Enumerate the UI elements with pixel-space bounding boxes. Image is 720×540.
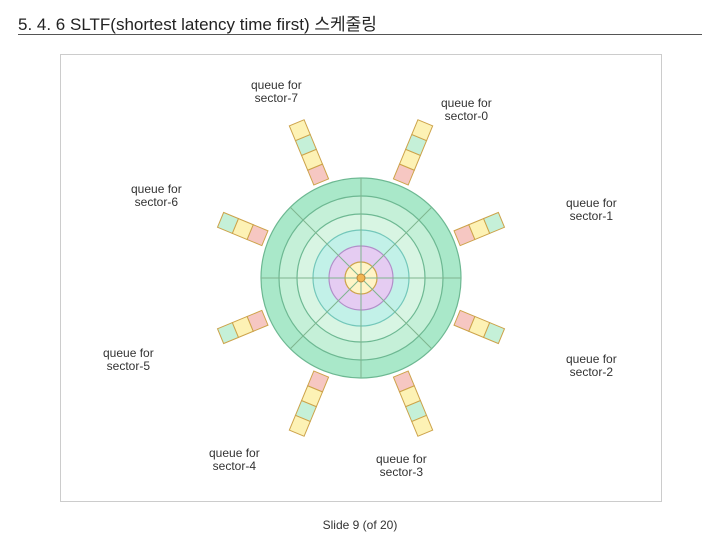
slide-footer: Slide 9 (of 20) bbox=[0, 518, 720, 532]
queue-label-line1: queue for bbox=[566, 352, 617, 366]
queue-label-line2: sector-3 bbox=[380, 465, 423, 479]
queue-label-line1: queue for bbox=[251, 78, 302, 92]
queue-sector-3 bbox=[393, 371, 432, 436]
diagram-frame: queue forsector-0queue forsector-1queue … bbox=[60, 54, 662, 502]
queue-label-sector-0: queue forsector-0 bbox=[441, 97, 492, 123]
queue-label-line2: sector-5 bbox=[107, 359, 150, 373]
queue-label-sector-7: queue forsector-7 bbox=[251, 79, 302, 105]
disk-diagram bbox=[61, 55, 661, 501]
disk-center bbox=[357, 274, 365, 282]
queue-label-line1: queue for bbox=[376, 452, 427, 466]
title-underline bbox=[18, 34, 702, 35]
queue-label-sector-2: queue forsector-2 bbox=[566, 353, 617, 379]
queue-label-line1: queue for bbox=[103, 346, 154, 360]
queue-label-line2: sector-6 bbox=[135, 195, 178, 209]
queue-label-sector-6: queue forsector-6 bbox=[131, 183, 182, 209]
queue-label-sector-1: queue forsector-1 bbox=[566, 197, 617, 223]
page-title: 5. 4. 6 SLTF(shortest latency time first… bbox=[18, 10, 377, 35]
queue-label-sector-3: queue forsector-3 bbox=[376, 453, 427, 479]
queue-label-line1: queue for bbox=[566, 196, 617, 210]
queue-sector-4 bbox=[289, 371, 328, 436]
queue-sector-5 bbox=[218, 310, 268, 343]
queue-label-line2: sector-0 bbox=[445, 109, 488, 123]
queue-label-line2: sector-7 bbox=[255, 91, 298, 105]
queue-label-line1: queue for bbox=[131, 182, 182, 196]
queue-sector-7 bbox=[289, 120, 328, 185]
queue-label-line2: sector-4 bbox=[213, 459, 256, 473]
queue-sector-0 bbox=[393, 120, 432, 185]
queue-label-line1: queue for bbox=[209, 446, 260, 460]
queue-label-line1: queue for bbox=[441, 96, 492, 110]
queue-label-line2: sector-1 bbox=[570, 209, 613, 223]
queue-sector-1 bbox=[454, 212, 504, 245]
queue-sector-2 bbox=[454, 310, 504, 343]
queue-label-line2: sector-2 bbox=[570, 365, 613, 379]
queue-label-sector-4: queue forsector-4 bbox=[209, 447, 260, 473]
queue-label-sector-5: queue forsector-5 bbox=[103, 347, 154, 373]
queue-sector-6 bbox=[218, 212, 268, 245]
